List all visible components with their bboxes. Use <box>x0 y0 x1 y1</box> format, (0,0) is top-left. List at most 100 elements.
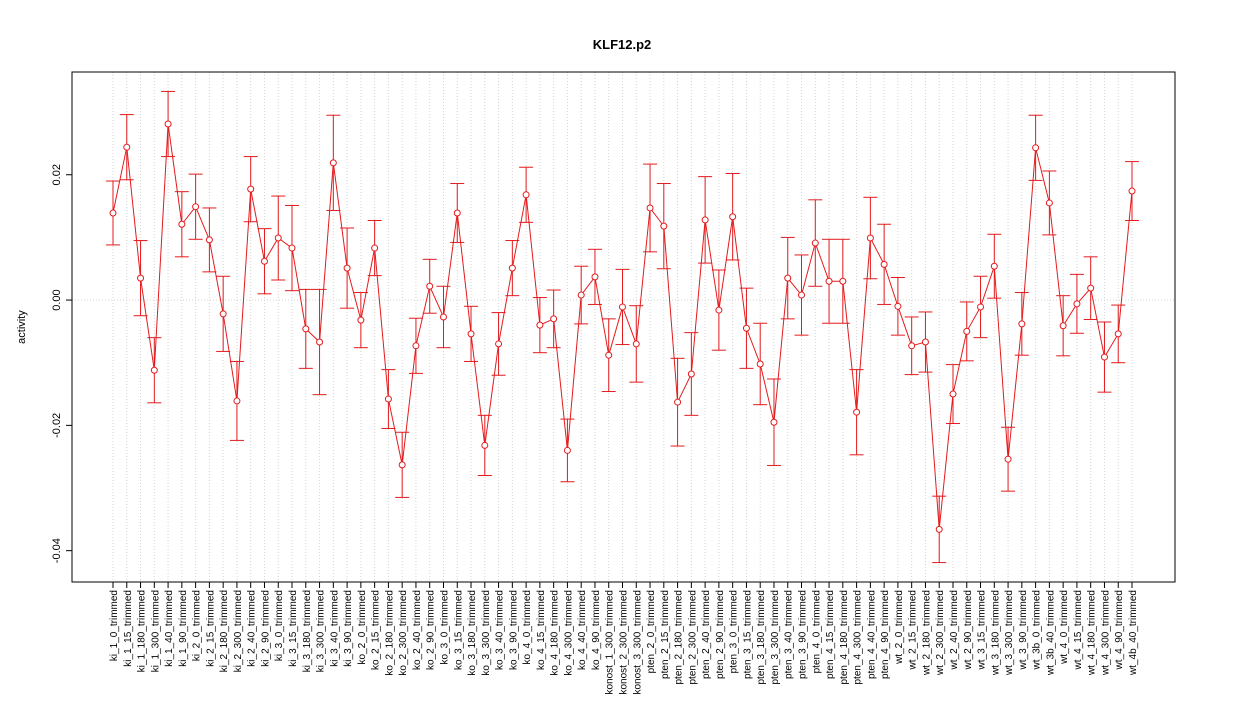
point <box>412 342 420 350</box>
x-tick-label: wt_3_300_trimmed <box>1004 590 1015 676</box>
x-tick-label: wt_4_15_trimmed <box>1073 590 1084 670</box>
point <box>550 315 558 323</box>
x-tick-label: pten_3_90_trimmed <box>798 590 809 679</box>
point <box>798 291 806 299</box>
point <box>316 338 324 346</box>
point <box>343 264 351 272</box>
point <box>811 239 819 247</box>
x-tick-label: wt_3_90_trimmed <box>1018 590 1029 670</box>
x-tick-label: konost_2_300_trimmed <box>619 590 630 695</box>
plot-frame <box>71 71 1176 583</box>
x-tick-label: ko_3_180_trimmed <box>467 590 478 676</box>
x-tick-label: ki_1_15_trimmed <box>123 590 134 667</box>
x-tick-label: ko_3_300_trimmed <box>481 590 492 676</box>
point <box>233 397 241 405</box>
point <box>866 234 874 242</box>
x-tick-label: pten_2_90_trimmed <box>715 590 726 679</box>
point <box>577 291 585 299</box>
point <box>302 325 310 333</box>
x-tick-label: ko_2_15_trimmed <box>371 590 382 670</box>
x-tick-label: ko_4_180_trimmed <box>550 590 561 676</box>
point <box>508 264 516 272</box>
y-tick-label: 0.02 <box>51 164 63 185</box>
x-tick-label: ki_2_15_trimmed <box>205 590 216 667</box>
x-tick-label: ki_2_300_trimmed <box>233 590 244 672</box>
point <box>563 446 571 454</box>
point <box>784 274 792 282</box>
x-tick-label: ki_1_40_trimmed <box>164 590 175 667</box>
x-tick-label: pten_3_15_trimmed <box>742 590 753 679</box>
point <box>1004 455 1012 463</box>
x-tick-label: ki_1_90_trimmed <box>178 590 189 667</box>
x-tick-label: ko_2_180_trimmed <box>384 590 395 676</box>
x-tick-label: ki_1_180_trimmed <box>137 590 148 672</box>
point <box>1032 144 1040 152</box>
point <box>109 209 117 217</box>
point <box>384 395 392 403</box>
point <box>880 260 888 268</box>
x-tick-label: ki_3_40_trimmed <box>329 590 340 667</box>
y-tick-label: 0.00 <box>51 289 63 310</box>
point <box>935 525 943 533</box>
x-tick-label: wt_3b_0_trimmed <box>1032 590 1043 670</box>
x-tick-label: wt_4_300_trimmed <box>1100 590 1111 676</box>
x-tick-label: ki_1_300_trimmed <box>150 590 161 672</box>
point <box>288 244 296 252</box>
point <box>674 398 682 406</box>
x-tick-label: ki_3_15_trimmed <box>288 590 299 667</box>
x-tick-label: wt_3b_40_trimmed <box>1045 590 1056 676</box>
point <box>619 303 626 311</box>
x-tick-label: ko_2_40_trimmed <box>412 590 423 670</box>
point <box>605 351 613 359</box>
point <box>453 209 461 217</box>
point <box>398 461 406 469</box>
point <box>715 306 723 314</box>
x-tick-label: ko_3_90_trimmed <box>508 590 519 670</box>
x-tick-label: konost_1_300_trimmed <box>605 590 616 695</box>
x-tick-label: pten_4_90_trimmed <box>880 590 891 679</box>
point <box>357 316 365 324</box>
point <box>219 310 227 318</box>
point <box>439 313 447 321</box>
point <box>1087 284 1095 292</box>
point <box>329 159 337 167</box>
x-tick-label: wt_4_90_trimmed <box>1114 590 1125 670</box>
x-tick-label: pten_3_180_trimmed <box>756 590 767 685</box>
y-tick-label: -0.04 <box>51 538 63 563</box>
x-tick-label: ki_2_0_trimmed <box>192 590 203 661</box>
x-tick-label: pten_2_300_trimmed <box>687 590 698 685</box>
x-tick-label: pten_3_300_trimmed <box>770 590 781 685</box>
point <box>977 303 985 311</box>
x-tick-label: wt_3_15_trimmed <box>977 590 988 670</box>
point <box>646 204 654 212</box>
x-tick-label: ko_2_90_trimmed <box>426 590 437 670</box>
x-tick-label: pten_3_0_trimmed <box>729 590 740 673</box>
point <box>632 340 640 348</box>
point <box>990 262 998 270</box>
y-tick-label: -0.02 <box>51 413 63 438</box>
point <box>701 216 709 224</box>
point <box>1045 199 1053 207</box>
x-tick-label: ko_2_0_trimmed <box>357 590 368 664</box>
x-tick-label: wt_2_40_trimmed <box>949 590 960 670</box>
point <box>742 324 750 332</box>
x-tick-label: ki_2_90_trimmed <box>260 590 271 667</box>
point <box>260 257 268 265</box>
x-tick-label: wt_4_180_trimmed <box>1087 590 1098 676</box>
point <box>1073 300 1081 308</box>
x-tick-label: ko_3_40_trimmed <box>495 590 506 670</box>
point <box>908 342 916 350</box>
point <box>123 143 131 151</box>
x-tick-label: pten_4_300_trimmed <box>853 590 864 685</box>
point <box>371 244 379 252</box>
point <box>853 408 861 416</box>
point <box>150 366 158 374</box>
point <box>495 340 503 348</box>
point <box>949 390 957 398</box>
chart-title: KLF12.p2 <box>593 37 652 52</box>
point <box>481 441 489 449</box>
point <box>963 327 971 335</box>
x-tick-label: ko_4_15_trimmed <box>536 590 547 670</box>
x-tick-label: ko_4_300_trimmed <box>563 590 574 676</box>
x-tick-label: wt_2_300_trimmed <box>935 590 946 676</box>
